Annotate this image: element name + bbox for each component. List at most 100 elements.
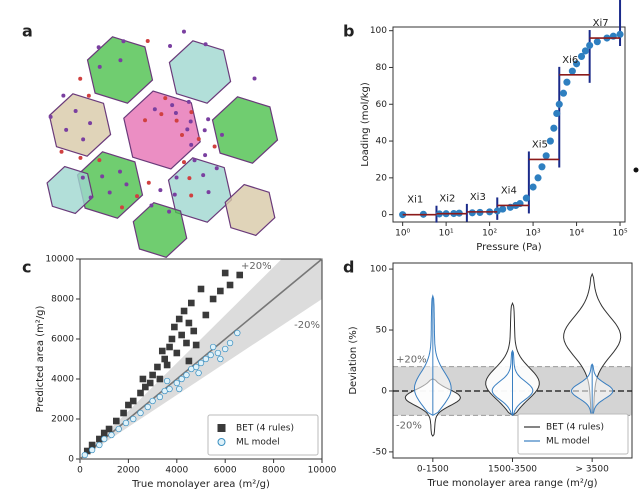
- point: [193, 363, 200, 371]
- point: [234, 329, 241, 337]
- atom: [135, 194, 140, 199]
- point: [178, 375, 185, 383]
- legend-box: [517, 413, 629, 455]
- atom: [64, 127, 69, 132]
- point: [163, 361, 171, 369]
- step-label: Xi6: [562, 55, 578, 66]
- atom: [121, 39, 126, 44]
- point: [226, 281, 234, 289]
- point: [217, 355, 224, 363]
- point: [137, 409, 144, 417]
- atom: [202, 128, 207, 133]
- atom: [152, 107, 157, 112]
- atom: [167, 209, 172, 214]
- y-axis-title: Deviation (%): [348, 326, 359, 394]
- point: [154, 363, 161, 371]
- x-tick-label: 10³: [526, 229, 541, 239]
- atom: [149, 203, 154, 208]
- point: [113, 417, 120, 425]
- point: [125, 401, 132, 409]
- polyhedron: [167, 157, 233, 223]
- point: [538, 163, 546, 171]
- y-tick-label: 10000: [45, 255, 74, 265]
- point: [468, 209, 476, 217]
- point: [178, 331, 185, 339]
- atom: [174, 118, 179, 123]
- atom: [59, 149, 64, 154]
- y-axis-title: Predicted area (m²/g): [35, 305, 46, 412]
- atom: [203, 42, 208, 47]
- point: [568, 67, 576, 75]
- atom: [107, 190, 112, 195]
- violin: [563, 272, 622, 417]
- atom: [78, 76, 83, 81]
- atom: [252, 76, 257, 81]
- atom: [118, 169, 123, 174]
- atom: [100, 174, 105, 179]
- point: [96, 441, 103, 449]
- point: [180, 307, 188, 315]
- point: [214, 349, 222, 357]
- legend-label: BET (4 rules): [546, 423, 604, 433]
- point: [217, 287, 224, 295]
- point: [197, 359, 205, 367]
- point: [577, 52, 586, 60]
- point: [185, 319, 193, 327]
- point: [593, 38, 601, 46]
- legend-swatch: [217, 424, 226, 432]
- atom: [188, 119, 193, 124]
- chart: 0 20 40 60 80 100 10⁰ 10¹ 10² 10³ 10⁴ 10⁵ Pressure (…: [360, 0, 628, 253]
- x-tick-label: 10²: [482, 229, 497, 239]
- point: [555, 100, 563, 108]
- y-tick-label: 4000: [51, 375, 74, 385]
- point: [171, 323, 178, 331]
- atom: [185, 127, 190, 132]
- step-label: Xi2: [439, 194, 455, 205]
- point: [139, 375, 147, 383]
- point: [222, 345, 229, 353]
- point: [166, 385, 173, 393]
- panel-label: a: [22, 22, 33, 41]
- y-tick-label: 80: [376, 63, 388, 73]
- x-axis-title: True monolayer area (m²/g): [131, 479, 270, 490]
- point: [586, 41, 594, 49]
- legend-label: BET (4 rules): [236, 424, 294, 434]
- y-tick-label: 8000: [51, 295, 74, 305]
- step-label: Xi5: [532, 139, 548, 150]
- panel-label: c: [22, 258, 31, 277]
- x-tick-label: 2000: [117, 466, 140, 476]
- atom: [180, 133, 184, 137]
- polyhedron: [168, 40, 232, 104]
- atom: [173, 111, 178, 116]
- atom: [201, 173, 206, 178]
- point: [573, 60, 581, 68]
- x-tick-label: 8000: [262, 466, 285, 476]
- panel-label: d: [343, 258, 354, 277]
- point: [188, 299, 195, 307]
- point: [173, 349, 181, 357]
- structure-image: [46, 29, 279, 258]
- chart: 0 2000 4000 6000 8000 10000 0 2000 4000 6000 8000 1…: [35, 255, 337, 491]
- atom: [214, 166, 219, 171]
- x-tick-label: 6000: [214, 466, 237, 476]
- atom: [181, 160, 186, 165]
- point: [190, 327, 198, 335]
- atom: [48, 114, 53, 119]
- point: [137, 389, 144, 397]
- y-axis-title: Loading (mol/kg): [360, 82, 371, 167]
- atom: [97, 158, 102, 163]
- y-tick-label: 0: [68, 455, 74, 465]
- atom: [159, 112, 164, 117]
- atom: [96, 45, 101, 50]
- point: [120, 409, 127, 417]
- point: [546, 137, 554, 145]
- atom: [186, 99, 191, 104]
- x-axis-title: True monolayer area range (m²/g): [426, 478, 597, 489]
- point: [221, 269, 229, 277]
- point: [88, 446, 96, 454]
- atom: [124, 182, 129, 187]
- point: [542, 152, 550, 160]
- annotation: -20%: [294, 320, 320, 331]
- point: [553, 109, 561, 118]
